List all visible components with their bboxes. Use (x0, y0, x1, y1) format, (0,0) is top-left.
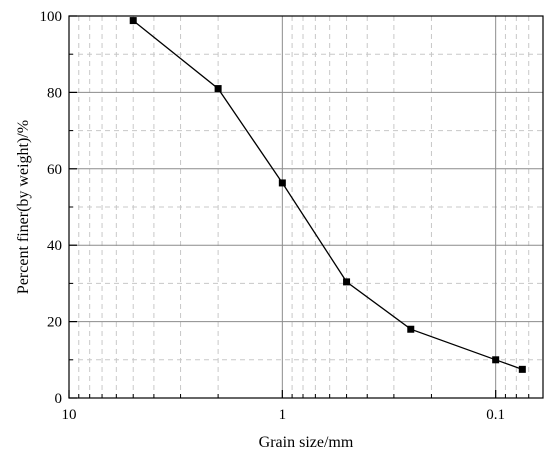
x-axis-title: Grain size/mm (259, 434, 354, 451)
data-point (129, 17, 137, 25)
y-tick-label: 80 (47, 85, 62, 101)
data-point (214, 85, 222, 93)
x-tick-label: 0.1 (486, 407, 505, 423)
y-tick-label: 60 (47, 162, 62, 178)
y-tick-label: 40 (47, 238, 62, 254)
series-line (132, 20, 523, 371)
y-axis-title: Percent finer(by weight)/% (15, 120, 32, 294)
data-point (278, 179, 286, 187)
y-tick-label: 0 (55, 391, 63, 407)
axis-ticks (68, 15, 530, 399)
x-tick-label: 1 (279, 407, 287, 423)
data-point (518, 365, 526, 373)
data-point (492, 356, 500, 364)
tick-labels: 10 1 0.1 0 20 40 60 80 100 (40, 9, 506, 423)
data-point (407, 325, 415, 333)
data-point (343, 278, 351, 286)
x-tick-label: 10 (62, 407, 77, 423)
y-tick-label: 100 (40, 9, 63, 25)
series (129, 17, 526, 373)
grid (69, 16, 543, 398)
y-tick-label: 20 (47, 315, 62, 331)
